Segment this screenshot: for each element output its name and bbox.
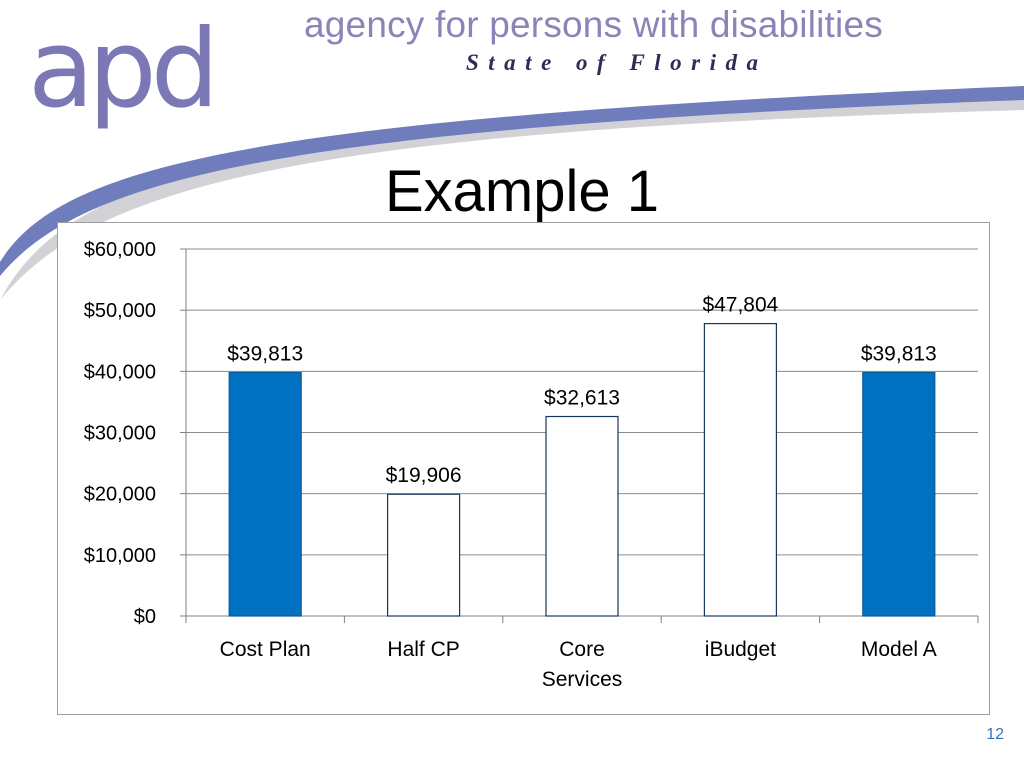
- x-tick-label: Core: [559, 638, 605, 661]
- x-tick-label: Half CP: [387, 638, 459, 661]
- bar: [228, 371, 302, 617]
- bar: [545, 415, 619, 617]
- slide-title: Example 1: [384, 159, 660, 224]
- data-label: $32,613: [544, 387, 620, 410]
- y-tick-label: $20,000: [84, 484, 156, 506]
- bar: [703, 322, 778, 617]
- x-tick-label: Model A: [861, 638, 937, 661]
- header-banner: apd: [0, 7, 1024, 300]
- apd-logo-text: apd: [28, 7, 213, 132]
- x-tick-label: Cost Plan: [220, 638, 311, 661]
- x-tick-label: iBudget: [705, 638, 776, 661]
- bar-chart: $0 $10,000 $20,000 $30,000 $40,000 $50,000 $60…: [84, 239, 979, 691]
- y-tick-label: $10,000: [84, 545, 156, 567]
- bar: [387, 493, 461, 617]
- apd-logo: apd: [28, 7, 219, 132]
- chart-frame: $0 $10,000 $20,000 $30,000 $40,000 $50,000 $60…: [57, 222, 990, 715]
- y-tick-label: $50,000: [84, 300, 156, 322]
- data-label: $39,813: [861, 342, 937, 365]
- data-label: $19,906: [386, 464, 462, 487]
- y-tick-label: $30,000: [84, 423, 156, 445]
- state-of-florida: State of Florida: [466, 50, 768, 75]
- agency-name: agency for persons with disabilities: [304, 4, 883, 45]
- y-tick-label: $60,000: [84, 239, 156, 261]
- data-label: $39,813: [227, 342, 303, 365]
- data-label: $47,804: [702, 294, 778, 317]
- banner-swoosh-blue: [0, 86, 1024, 276]
- page-number: 12: [986, 726, 1004, 743]
- y-tick-label: $0: [134, 606, 156, 628]
- x-tick-label: Services: [542, 668, 623, 691]
- y-tick-label: $40,000: [84, 361, 156, 383]
- bar: [862, 371, 936, 617]
